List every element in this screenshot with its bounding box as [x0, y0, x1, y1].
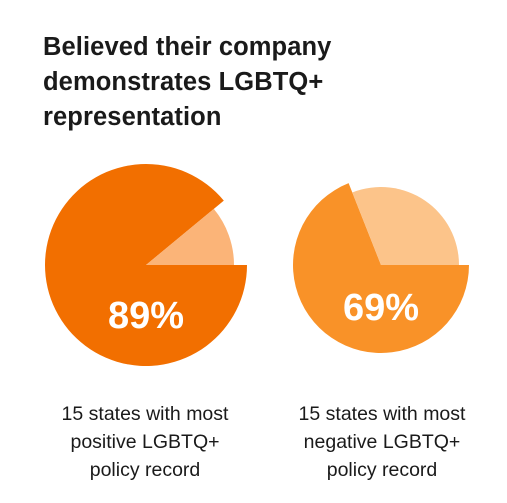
caption-line: policy record — [326, 459, 438, 481]
chart-title-line: demonstrates LGBTQ+ — [43, 68, 324, 96]
pie-slice-main — [293, 183, 470, 354]
chart-title-line: representation — [43, 103, 222, 131]
caption-line: 15 states with most — [298, 403, 466, 425]
caption-line: 15 states with most — [61, 403, 229, 425]
chart-title-line: Believed their company — [43, 33, 332, 61]
pie-slice-rest — [352, 187, 459, 265]
pie-slice-rest — [146, 208, 235, 265]
pie-caption-negative: 15 states with most negative LGBTQ+ poli… — [272, 400, 492, 484]
caption-line: negative LGBTQ+ — [303, 431, 461, 453]
pie-caption-positive: 15 states with most positive LGBTQ+ poli… — [35, 400, 255, 484]
pie-slice-main — [44, 164, 247, 367]
caption-line: policy record — [89, 459, 201, 481]
caption-line: positive LGBTQ+ — [70, 431, 220, 453]
pie-value-label: 89% — [108, 295, 184, 337]
pie-value-label: 69% — [343, 287, 419, 329]
chart-title: Believed their company demonstrates LGBT… — [43, 30, 483, 135]
